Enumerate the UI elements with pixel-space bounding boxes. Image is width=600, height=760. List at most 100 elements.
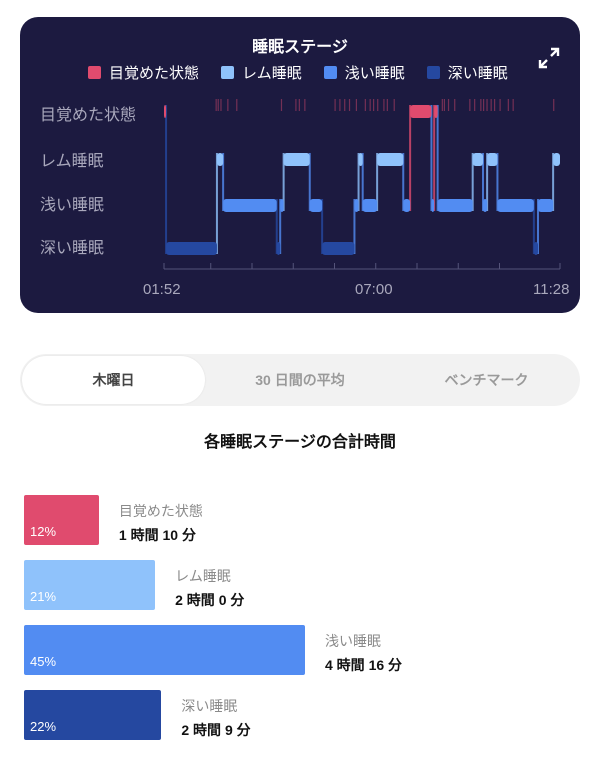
brief-awakening-mark — [236, 99, 238, 111]
brief-awakening-mark — [441, 99, 443, 111]
expand-icon[interactable] — [536, 45, 562, 71]
y-label-rem: レム睡眠 — [40, 153, 104, 170]
tab-30-day-average[interactable]: 30 日間の平均 — [255, 372, 345, 388]
legend-swatch — [323, 66, 337, 79]
stage-transition — [357, 153, 360, 211]
brief-awakening-mark — [304, 99, 306, 111]
stage-label-group: レム睡眠 2 時間 0 分 — [175, 566, 244, 610]
legend-swatch — [88, 66, 101, 79]
legend-swatch — [221, 66, 235, 79]
brief-awakening-mark — [553, 99, 555, 111]
stage-segment — [431, 199, 435, 212]
stage-segment — [276, 242, 281, 255]
legend: 目覚めた状態 レム睡眠 浅い睡眠 深い睡眠 — [88, 62, 508, 83]
stage-transition — [537, 199, 539, 254]
stage-segment — [487, 153, 498, 166]
stage-segment — [538, 199, 554, 212]
stage-name: レム睡眠 — [175, 568, 231, 584]
brief-awakening-mark — [348, 99, 351, 111]
stage-transition — [353, 199, 356, 254]
stage-bar: 21% — [24, 560, 156, 610]
stage-name: 浅い睡眠 — [325, 633, 381, 649]
stage-label-group: 目覚めた状態 1 時間 10 分 — [119, 501, 203, 545]
stage-percent: 45% — [30, 654, 57, 669]
stage-segment — [223, 199, 277, 212]
stage-segment — [283, 153, 310, 166]
stage-percent: 21% — [30, 589, 57, 604]
legend-label: レム睡眠 — [242, 65, 302, 82]
stage-percent: 12% — [30, 524, 57, 539]
period-tabs: 木曜日 30 日間の平均 ベンチマーク — [20, 354, 580, 406]
legend-swatch — [426, 66, 440, 79]
brief-awakening-mark — [334, 99, 336, 111]
stage-transition — [279, 199, 282, 254]
y-label-deep: 深い睡眠 — [40, 240, 105, 257]
hypnogram-chart — [163, 99, 561, 270]
stage-segment — [497, 199, 534, 212]
legend-item-awake: 目覚めた状態 — [88, 62, 199, 83]
section-title: 各睡眠ステージの合計時間 — [204, 434, 396, 451]
brief-awakening-mark — [447, 99, 450, 111]
brief-awakening-mark — [469, 99, 471, 111]
stage-segment — [403, 199, 411, 212]
stage-name: 深い睡眠 — [181, 698, 238, 714]
tab-benchmark[interactable]: ベンチマーク — [444, 372, 529, 388]
stage-segment — [434, 105, 438, 118]
stage-segment — [216, 153, 224, 166]
stage-transition — [275, 199, 278, 254]
stage-segment — [354, 199, 359, 212]
stage-segment — [553, 153, 560, 166]
brief-awakening-mark — [507, 99, 509, 111]
stage-segment — [166, 242, 217, 255]
stage-duration: 4 時間 16 分 — [325, 657, 403, 673]
x-tick-label: 01:52 — [143, 281, 181, 298]
brief-awakening-mark — [339, 99, 341, 111]
brief-awakening-mark — [486, 99, 488, 111]
brief-awakening-mark — [280, 99, 283, 111]
brief-awakening-mark — [298, 99, 300, 111]
stage-segment — [377, 153, 404, 166]
stage-segment — [362, 199, 378, 212]
stage-label-group: 浅い睡眠 4 時間 16 分 — [325, 631, 402, 675]
stage-transition — [496, 153, 499, 211]
stage-segment — [358, 153, 363, 166]
brief-awakening-mark — [369, 99, 371, 111]
stage-transition — [436, 105, 439, 211]
stage-transition — [321, 199, 324, 254]
brief-awakening-mark — [512, 99, 514, 111]
stage-transition — [430, 105, 433, 211]
stage-duration: 2 時間 9 分 — [181, 722, 251, 738]
brief-awakening-mark — [217, 99, 219, 111]
stage-segment — [164, 105, 167, 118]
brief-awakening-mark — [227, 99, 229, 111]
brief-awakening-mark — [220, 99, 222, 111]
stage-segment — [410, 105, 432, 118]
stage-transition — [433, 105, 436, 211]
stage-transition — [165, 105, 168, 254]
brief-awakening-mark — [393, 99, 395, 111]
stage-transition — [282, 153, 285, 211]
stage-transition — [215, 153, 218, 254]
stage-segment — [533, 242, 538, 255]
chart-title: 睡眠ステージ — [252, 39, 348, 56]
sleep-stages-card: 睡眠ステージ 目覚めた状態 レム睡眠 浅い睡眠 深い睡眠 目覚めた状態 レム睡眠… — [20, 17, 580, 313]
tab-thursday[interactable]: 木曜日 — [22, 356, 205, 404]
stage-transition — [402, 153, 405, 211]
brief-awakening-mark — [490, 99, 492, 111]
brief-awakening-mark — [454, 99, 456, 111]
stage-segment — [483, 199, 488, 212]
stage-transition — [308, 153, 311, 211]
stage-duration: 2 時間 0 分 — [175, 592, 245, 608]
legend-label: 深い睡眠 — [447, 65, 508, 82]
brief-awakening-mark — [383, 99, 385, 111]
legend-item-deep: 深い睡眠 — [426, 62, 508, 83]
stage-transition — [409, 105, 412, 211]
stage-segment — [472, 153, 483, 166]
brief-awakening-mark — [483, 99, 485, 111]
y-label-light: 浅い睡眠 — [40, 197, 105, 214]
stage-segment — [280, 199, 284, 212]
legend-label: 浅い睡眠 — [344, 65, 405, 82]
brief-awakening-mark — [480, 99, 482, 111]
stage-transition — [471, 153, 474, 211]
stage-transition — [376, 153, 379, 211]
